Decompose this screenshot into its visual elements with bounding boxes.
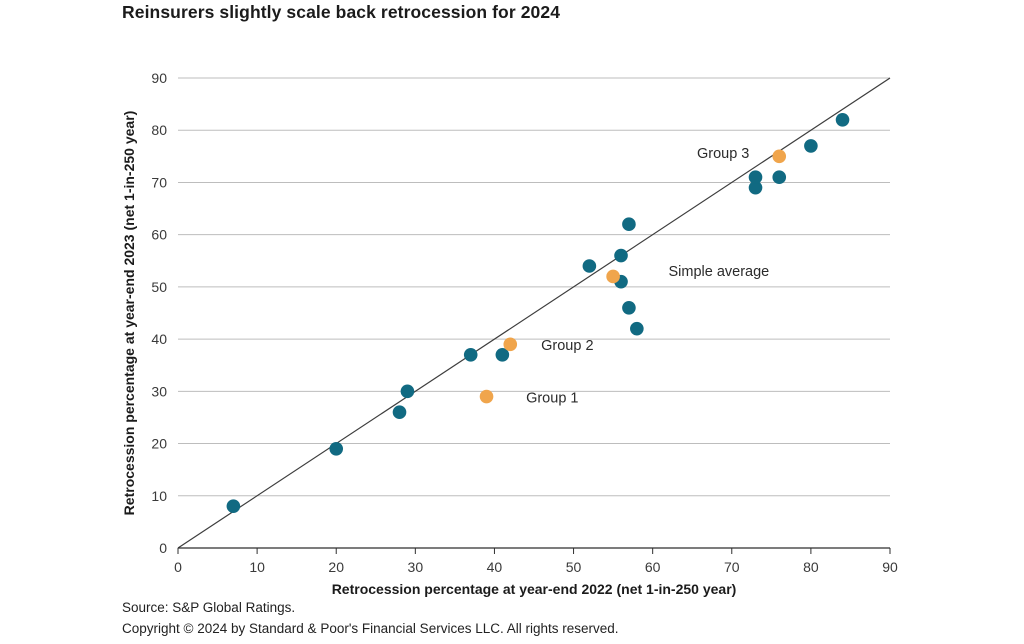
data-point-individual-reinsurers: [614, 248, 628, 263]
data-point-individual-reinsurers: [748, 170, 763, 185]
chart-title: Reinsurers slightly scale back retrocess…: [122, 2, 561, 22]
x-tick-label-60: 60: [645, 559, 661, 575]
annotation-group-2: Group 2: [541, 338, 593, 354]
x-tick-label-50: 50: [566, 559, 582, 575]
data-point-group-averages: [503, 337, 518, 352]
x-tick-label-90: 90: [882, 559, 898, 575]
data-point-individual-reinsurers: [772, 170, 787, 185]
data-point-individual-reinsurers: [622, 300, 636, 315]
y-tick-label-30: 30: [151, 383, 167, 399]
annotation-group-1: Group 1: [526, 391, 578, 407]
data-point-individual-reinsurers: [400, 384, 415, 399]
data-point-individual-reinsurers: [804, 139, 818, 153]
x-tick-label-20: 20: [328, 559, 344, 575]
x-tick-label-30: 30: [408, 559, 424, 575]
data-point-individual-reinsurers: [622, 217, 636, 232]
annotation-group-3: Group 3: [697, 146, 749, 162]
data-point-individual-reinsurers: [630, 321, 644, 336]
copyright-note: Copyright © 2024 by Standard & Poor's Fi…: [122, 621, 619, 636]
x-tick-label-40: 40: [487, 559, 503, 575]
source-note: Source: S&P Global Ratings.: [122, 600, 296, 615]
data-point-individual-reinsurers: [835, 112, 850, 127]
data-point-individual-reinsurers: [329, 441, 344, 456]
y-tick-label-0: 0: [159, 540, 167, 556]
data-point-individual-reinsurers: [582, 259, 597, 273]
x-tick-label-10: 10: [249, 559, 265, 575]
y-tick-label-10: 10: [151, 488, 167, 504]
data-point-group-averages: [772, 149, 787, 164]
identity-line: [177, 77, 891, 549]
x-axis-label: Retrocession percentage at year-end 2022…: [331, 581, 737, 597]
annotation-simple-average: Simple average: [668, 264, 769, 280]
data-point-individual-reinsurers: [463, 347, 478, 362]
x-tick-label-80: 80: [803, 559, 819, 575]
y-tick-label-50: 50: [151, 279, 167, 295]
y-tick-label-70: 70: [151, 174, 167, 190]
data-point-group-averages: [479, 389, 494, 404]
y-tick-label-60: 60: [151, 227, 167, 243]
x-tick-label-0: 0: [174, 559, 182, 575]
y-axis-label: Retrocession percentage at year-end 2023…: [121, 110, 137, 516]
y-tick-label-20: 20: [151, 436, 167, 452]
y-tick-label-80: 80: [151, 122, 167, 138]
y-tick-label-40: 40: [151, 331, 167, 347]
data-point-group-averages: [606, 269, 620, 284]
y-tick-label-90: 90: [151, 70, 167, 86]
data-point-individual-reinsurers: [392, 405, 407, 420]
data-point-individual-reinsurers: [226, 499, 241, 514]
data-point-individual-reinsurers: [748, 180, 763, 195]
x-tick-label-70: 70: [724, 559, 740, 575]
data-point-individual-reinsurers: [495, 347, 510, 362]
